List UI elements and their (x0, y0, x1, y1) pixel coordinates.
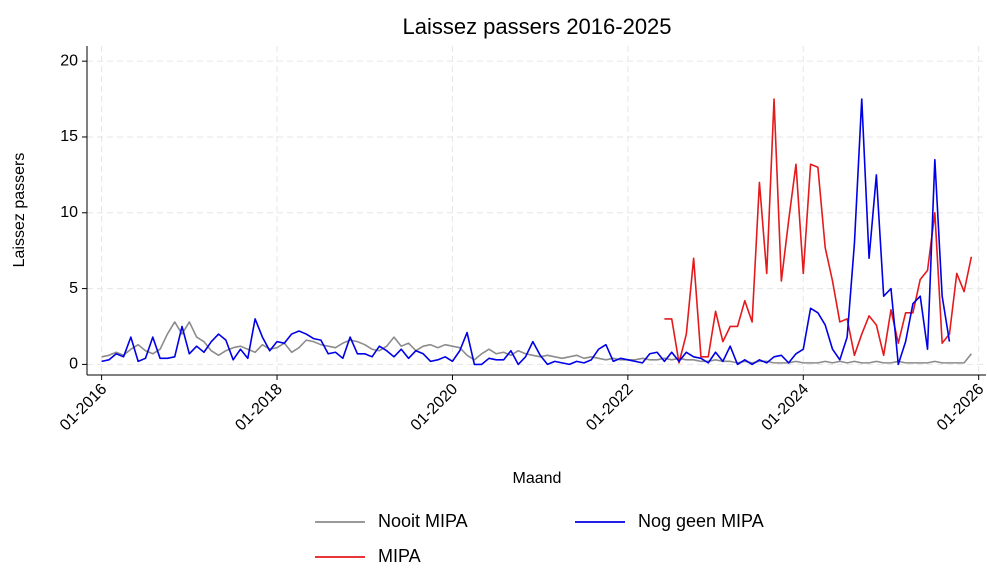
y-tick-label: 20 (60, 52, 78, 69)
y-tick-label: 10 (60, 204, 78, 221)
x-axis-label: Maand (513, 470, 562, 487)
y-tick-label: 15 (60, 128, 78, 145)
y-tick-label: 5 (69, 280, 78, 297)
series-line (664, 98, 973, 364)
legend-label: Nog geen MIPA (638, 511, 764, 531)
series-line (101, 98, 951, 366)
y-axis-label: Laissez passers (11, 153, 28, 268)
series-line (101, 321, 973, 364)
legend-label: MIPA (378, 546, 421, 566)
chart-title: Laissez passers 2016-2025 (402, 14, 671, 39)
legend-label: Nooit MIPA (378, 511, 468, 531)
y-tick-label: 0 (69, 356, 78, 373)
